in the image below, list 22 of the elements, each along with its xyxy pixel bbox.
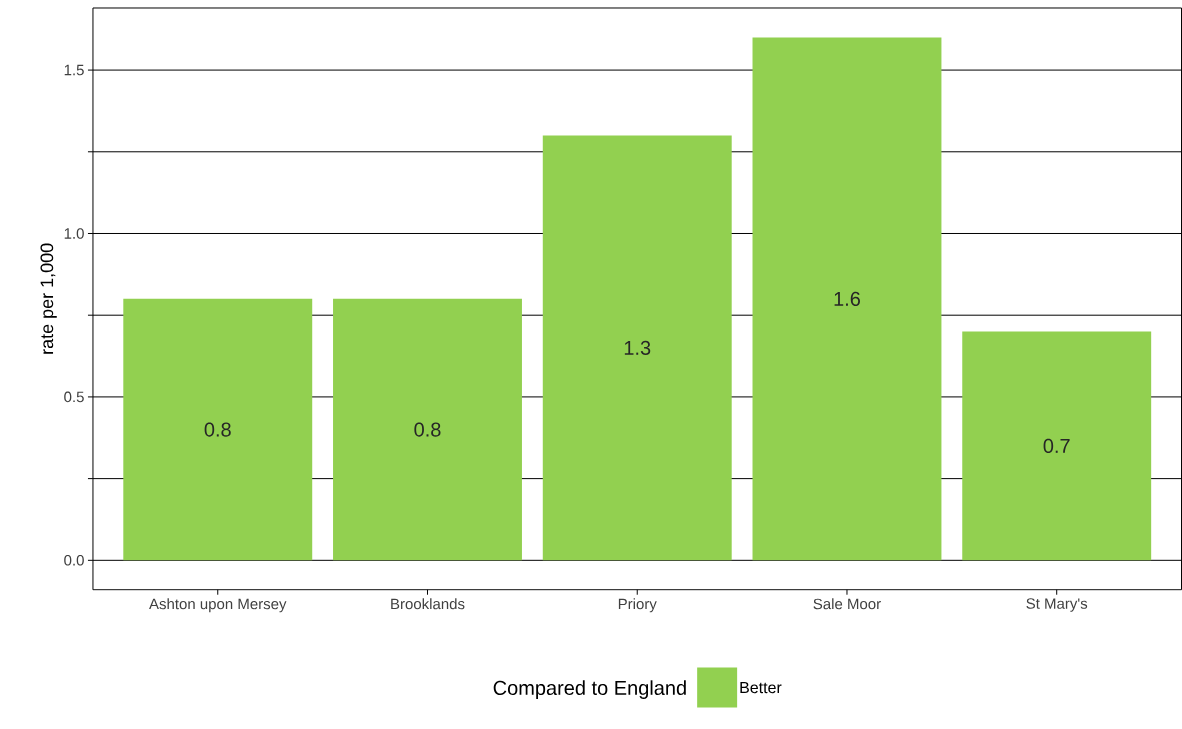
x-tick-label: Ashton upon Mersey	[149, 598, 287, 613]
x-tick-label: St Mary's	[1026, 598, 1088, 612]
legend-title: Compared to England	[493, 680, 686, 700]
bar	[333, 299, 522, 561]
x-tick-label: Brooklands	[391, 598, 465, 610]
y-tick-label: 0.0	[64, 555, 84, 566]
data-label: 0.7	[1043, 439, 1070, 454]
bar	[123, 299, 313, 561]
bar	[752, 37, 942, 561]
bar	[542, 135, 732, 561]
x-tick-label: Sale Moor	[813, 598, 881, 610]
bar	[962, 331, 1152, 561]
y-tick-label: 0.5	[64, 391, 84, 403]
text: Better	[740, 682, 782, 694]
x-tick-label: Priory	[618, 598, 657, 613]
y-tick-label: 1.0	[64, 228, 84, 239]
data-label: 1.3	[624, 340, 651, 356]
y-axis-title: rate per 1,000	[40, 243, 57, 354]
data-label: 1.6	[834, 291, 860, 307]
y-tick-label: 1.5	[64, 65, 84, 76]
data-label: 0.8	[414, 422, 441, 437]
data-label: 0.8	[204, 422, 231, 437]
